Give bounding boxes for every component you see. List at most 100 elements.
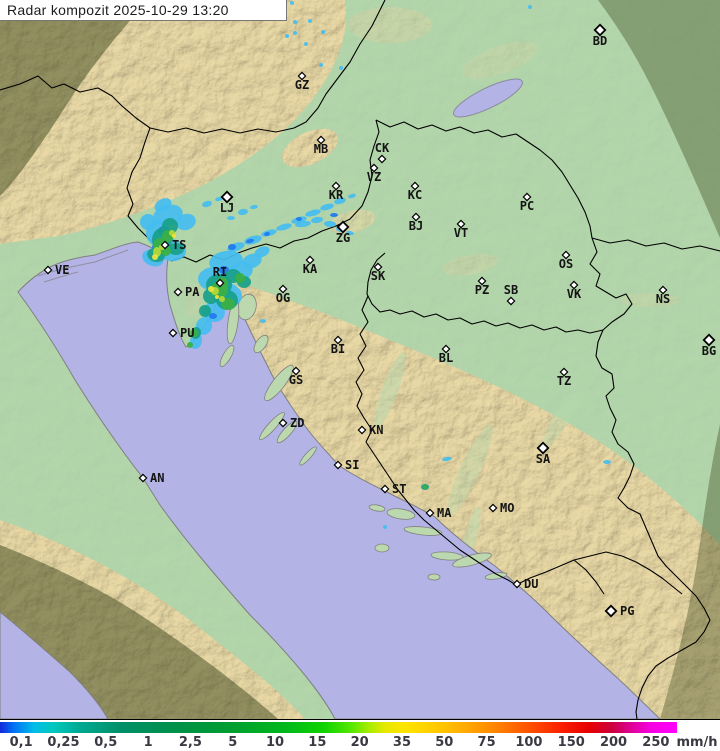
city-label-VZ: VZ — [367, 170, 381, 184]
radar-cell-blue — [228, 244, 236, 250]
city-diamond-BD — [593, 23, 607, 37]
city-diamond-GS — [291, 366, 301, 376]
radar-cell-green — [235, 273, 245, 283]
legend-tick-250: 250 — [642, 735, 670, 750]
city-diamond-TZ — [559, 367, 569, 377]
city-label-PU: PU — [180, 326, 194, 340]
city-label-SA: SA — [536, 452, 551, 466]
radar-cell-blue — [264, 231, 270, 237]
radar-cell-light — [202, 200, 212, 208]
city-diamond-KA — [305, 255, 315, 265]
city-label-PG: PG — [620, 604, 634, 618]
legend-tick-0,1: 0,1 — [9, 735, 33, 750]
city-label-MB: MB — [314, 142, 328, 156]
legend-tick-75: 75 — [477, 735, 496, 750]
radar-cell-blue — [209, 313, 217, 319]
radar-cell-light — [304, 42, 308, 46]
city-diamond-OS — [561, 250, 571, 260]
city-label-BD: BD — [593, 34, 607, 48]
city-diamond-MA — [425, 508, 435, 518]
city-diamond-BG — [702, 333, 716, 347]
city-label-DU: DU — [524, 577, 538, 591]
city-label-SK: SK — [371, 269, 386, 283]
city-diamond-ZD — [278, 418, 288, 428]
legend-tick-200: 200 — [599, 735, 628, 750]
city-label-KR: KR — [329, 188, 344, 202]
city-label-GZ: GZ — [295, 78, 309, 92]
radar-cell-light — [319, 63, 323, 67]
radar-cell-light — [603, 460, 611, 464]
national-borders — [0, 0, 720, 719]
city-diamond-SI — [333, 460, 343, 470]
radar-cell-light — [254, 246, 270, 258]
city-diamond-ZG — [336, 220, 350, 234]
city-label-OG: OG — [276, 291, 290, 305]
city-label-MA: MA — [437, 506, 452, 520]
radar-cell-light — [348, 193, 356, 199]
city-diamond-TS — [160, 240, 170, 250]
legend-labels: mm/h 0,1 0,25 0,5 1 2,5 5 10 15 20 35 50 75 100 150 20… — [0, 735, 720, 751]
radar-cell-light — [305, 209, 321, 217]
title-bar: Radar kompozit 2025-10-29 13:20 — [0, 0, 287, 21]
city-diamond-KR — [331, 181, 341, 191]
radar-cell-light — [238, 208, 248, 216]
radar-cell-light — [528, 5, 532, 9]
legend-tick-35: 35 — [392, 735, 412, 750]
radar-cell-green — [187, 342, 193, 348]
city-label-KN: KN — [369, 423, 383, 437]
radar-cell-light — [308, 19, 312, 23]
city-label-VK: VK — [567, 287, 582, 301]
intensity-colorbar — [0, 722, 677, 733]
radar-cell-light — [334, 197, 346, 205]
city-diamond-VZ — [369, 163, 379, 173]
city-label-SI: SI — [345, 458, 359, 472]
city-label-VT: VT — [454, 226, 468, 240]
radar-cell-light — [346, 230, 354, 236]
radar-cell-light — [339, 66, 343, 70]
city-diamond-BI — [333, 335, 343, 345]
city-diamond-PZ — [477, 276, 487, 286]
city-diamond-PU — [168, 328, 178, 338]
city-label-ZD: ZD — [290, 416, 304, 430]
radar-map: VE TS LJ GZ MB CK VZ KR KC ZG BJ VT PC BD OS SK KA RI PA OG… — [0, 0, 720, 719]
city-label-BG: BG — [702, 344, 716, 358]
city-diamond-MB — [316, 135, 326, 145]
city-label-AN: AN — [150, 471, 164, 485]
city-label-BL: BL — [439, 351, 453, 365]
city-diamond-DU — [512, 579, 522, 589]
city-diamond-CK — [377, 154, 387, 164]
radar-cell-light — [442, 456, 452, 462]
city-diamond-VT — [456, 219, 466, 229]
city-label-PA: PA — [185, 285, 200, 299]
radar-cell-blue — [246, 238, 254, 244]
lagoon-outline — [37, 249, 129, 283]
city-label-BI: BI — [331, 342, 345, 356]
legend-tick-100: 100 — [515, 735, 543, 750]
radar-cell-lime — [219, 296, 225, 302]
radar-cell-light — [215, 196, 223, 202]
radar-cell-light — [320, 203, 334, 211]
lake-balaton — [453, 78, 523, 118]
radar-cell-yellow — [208, 286, 214, 292]
city-label-SB: SB — [504, 283, 518, 297]
radar-cell-light — [276, 223, 292, 231]
city-diamond-LJ — [220, 190, 234, 204]
city-diamond-PC — [522, 192, 532, 202]
radar-cell-light — [324, 220, 336, 228]
city-diamond-KC — [410, 181, 420, 191]
radar-cell-light — [227, 216, 235, 220]
radar-cell-light — [290, 1, 294, 5]
radar-cell-yellow — [215, 295, 219, 299]
city-label-OS: OS — [559, 257, 573, 271]
intensity-legend: mm/h 0,1 0,25 0,5 1 2,5 5 10 15 20 35 50 75 100 150 20… — [0, 719, 720, 751]
radar-cell-light — [154, 198, 172, 212]
legend-tick-10: 10 — [265, 735, 285, 750]
radar-cell-green — [423, 485, 427, 489]
radar-cell-light — [250, 204, 258, 210]
city-label-ST: ST — [392, 482, 406, 496]
legend-tick-1: 1 — [143, 735, 153, 750]
city-label-CK: CK — [375, 141, 390, 155]
radar-cell-teal — [168, 243, 184, 255]
radar-cell-light — [383, 525, 387, 529]
city-label-PC: PC — [520, 199, 534, 213]
